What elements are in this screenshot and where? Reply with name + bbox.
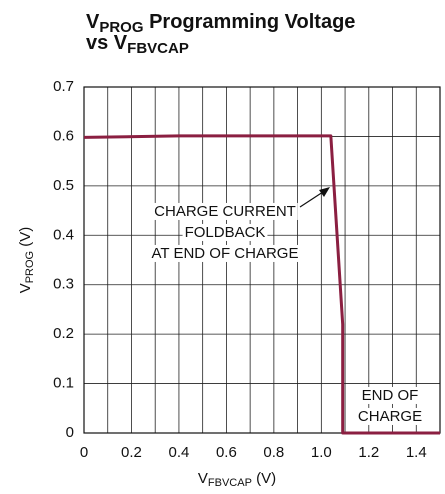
y-tick-label: 0.2 <box>53 325 74 342</box>
y-tick-label: 0.6 <box>53 127 74 144</box>
subscript: PROG <box>24 251 36 283</box>
text-part: V <box>86 11 100 33</box>
data-line <box>83 134 440 435</box>
text-part: (V) <box>17 227 34 251</box>
x-tick-label: 0 <box>80 444 88 461</box>
chart-title: VPROG Programming Voltage <box>86 11 355 36</box>
annotation: FOLDBACK <box>185 224 266 241</box>
annotation: CHARGE CURRENT <box>154 203 296 220</box>
annotation-bg <box>149 244 301 262</box>
annotation: CHARGE <box>358 408 422 425</box>
y-tick-label: 0 <box>66 424 74 441</box>
y-tick-label: 0.1 <box>53 375 74 392</box>
x-tick-label: 1.2 <box>358 444 379 461</box>
text-part: V <box>17 283 34 293</box>
arrow-head <box>319 187 330 197</box>
subscript: PROG <box>99 19 143 36</box>
text-part: vs V <box>86 32 128 54</box>
annotation-bg <box>182 223 268 241</box>
x-tick-label: 0.8 <box>263 444 284 461</box>
text-part: V <box>198 470 208 487</box>
text-part: (V) <box>252 470 276 487</box>
y-tick-label: 0.4 <box>53 226 74 243</box>
subscript: FBVCAP <box>208 477 252 489</box>
x-tick-label: 1.4 <box>406 444 427 461</box>
annotation: AT END OF CHARGE <box>152 245 299 262</box>
annotation-bg <box>355 407 425 425</box>
annotation-bg <box>152 202 298 220</box>
plot-frame <box>83 86 441 434</box>
x-tick-label: 0.6 <box>216 444 237 461</box>
annotation: END OF <box>362 387 419 404</box>
x-tick-label: 1.0 <box>311 444 332 461</box>
y-tick-label: 0.3 <box>53 276 74 293</box>
chart-title: vs VFBVCAP <box>86 32 189 57</box>
y-tick-label: 0.7 <box>53 78 74 95</box>
y-tick-label: 0.5 <box>53 177 74 194</box>
x-tick-label: 0.4 <box>169 444 190 461</box>
text-part: Programming Voltage <box>144 11 356 33</box>
subscript: FBVCAP <box>127 40 189 57</box>
y-axis-label: VPROG (V) <box>17 227 36 294</box>
annotation-bg <box>359 386 421 404</box>
x-tick-label: 0.2 <box>121 444 142 461</box>
x-axis-label: VFBVCAP (V) <box>198 470 276 489</box>
